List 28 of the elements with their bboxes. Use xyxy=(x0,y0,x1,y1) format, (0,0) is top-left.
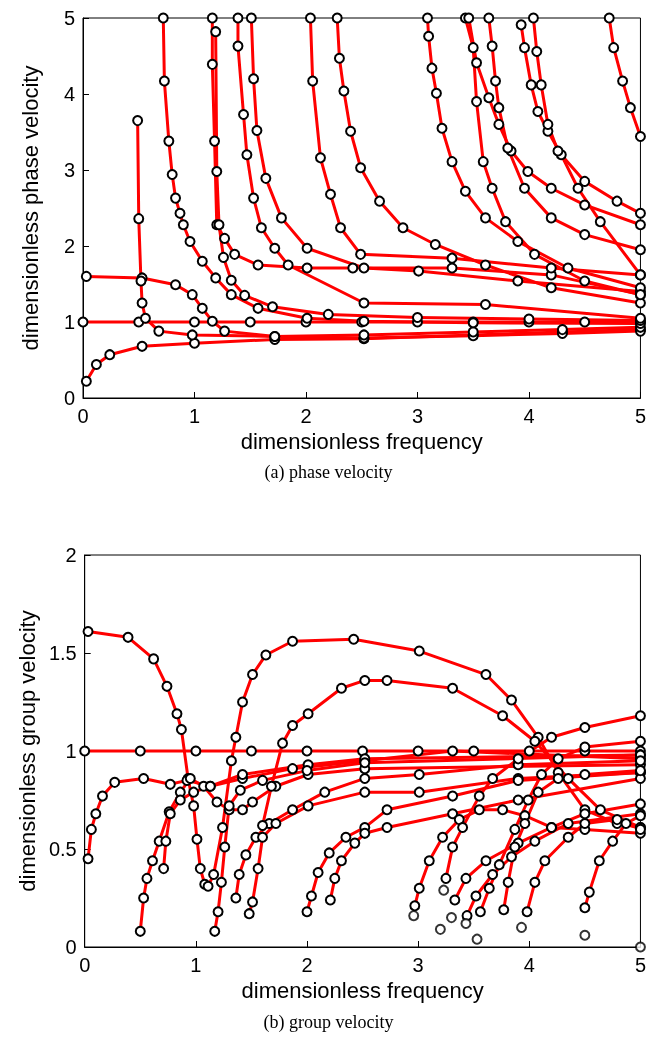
y-tick-label: 3 xyxy=(63,159,75,181)
y-tick-label: 2 xyxy=(65,544,77,566)
y-tick-label: 4 xyxy=(63,83,75,105)
y-tick-label: 0.5 xyxy=(48,838,77,860)
x-tick-label: 3 xyxy=(412,954,424,976)
x-axis-title: dimensionless frequency xyxy=(241,978,484,1004)
x-tick-label: 3 xyxy=(411,405,424,427)
x-tick-label: 4 xyxy=(523,954,535,976)
x-tick-label: 2 xyxy=(300,405,312,427)
x-axis-title: dimensionless frequency xyxy=(240,429,483,455)
y-tick-label: 0 xyxy=(65,936,77,958)
text: (b) group velocity xyxy=(263,1012,394,1033)
y-tick-label: 1 xyxy=(63,311,75,333)
x-tick-label: 1 xyxy=(190,954,202,976)
x-tick-label: 5 xyxy=(634,954,646,976)
x-tick-label: 5 xyxy=(634,405,646,427)
x-tick-label: 1 xyxy=(188,405,201,427)
y-tick-label: 0 xyxy=(63,387,75,409)
y-tick-label: 1.5 xyxy=(48,642,77,664)
text: (a) phase velocity xyxy=(264,462,393,483)
y-axis-title: dimensionless group velocity xyxy=(14,610,40,892)
y-tick-label: 5 xyxy=(63,7,75,29)
y-tick-label: 2 xyxy=(63,235,75,257)
y-tick-label: 1 xyxy=(65,740,77,762)
x-tick-label: 4 xyxy=(523,405,535,427)
y-axis-title: dimensionless phase velocity xyxy=(17,65,43,351)
x-tick-label: 2 xyxy=(301,954,313,976)
x-tick-label: 0 xyxy=(79,954,91,976)
